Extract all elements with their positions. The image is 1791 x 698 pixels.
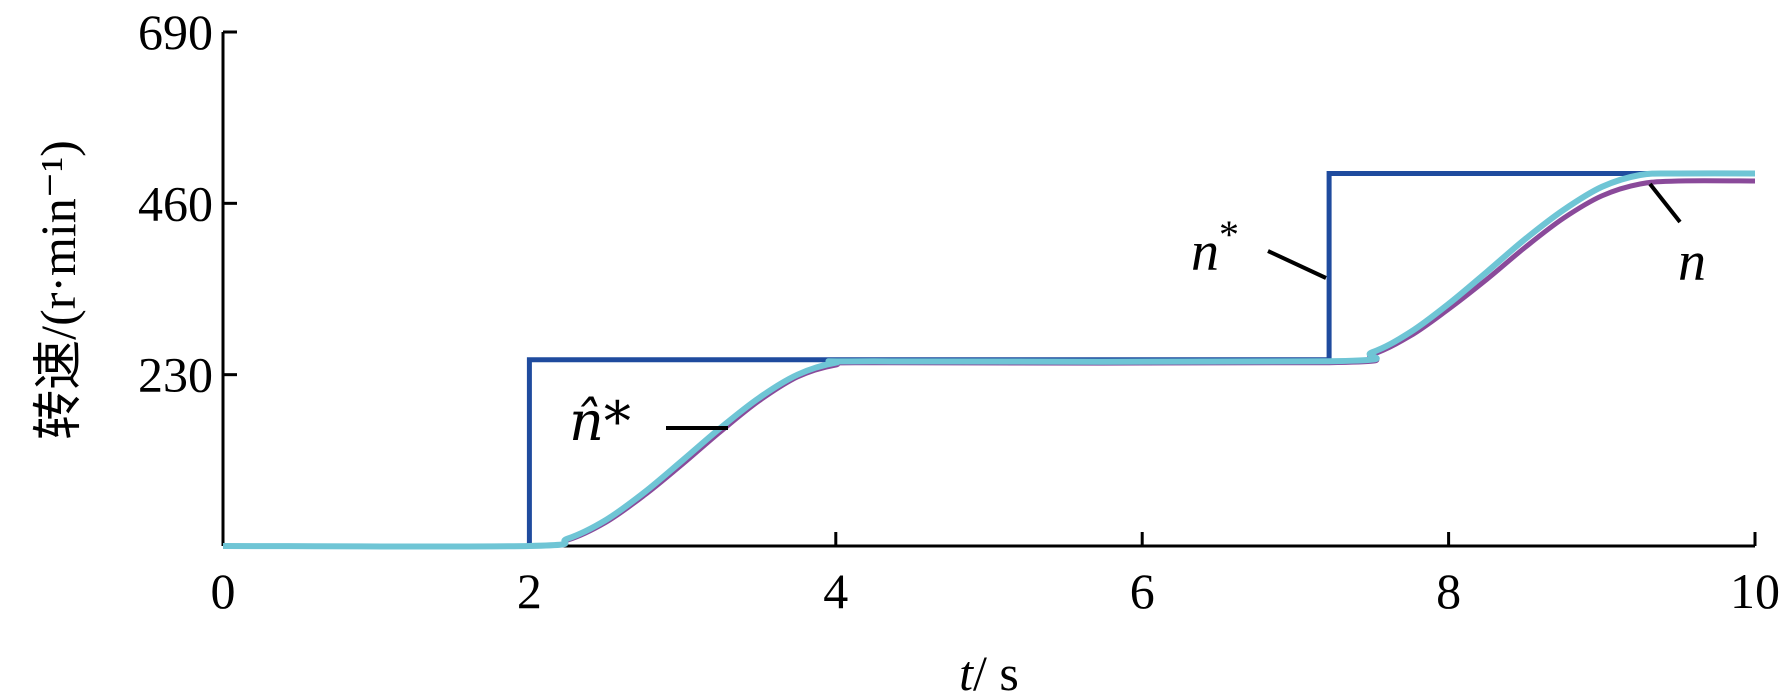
x-axis-label: t/ s <box>959 645 1019 698</box>
y-axis-label: 转速/(r·min⁻¹) <box>30 140 86 440</box>
annotation-n: n <box>1678 231 1706 293</box>
x-tick-label: 8 <box>1436 563 1461 619</box>
annotation-sup: * <box>1219 212 1239 257</box>
annotation-leader-line <box>1648 182 1682 224</box>
x-axis-label-unit: / s <box>973 645 1019 698</box>
annotation-base: n <box>1191 221 1219 283</box>
annotation-n-hat-star: n̂* <box>569 390 631 453</box>
annotation-n-star: n* <box>1191 212 1239 283</box>
x-tick-label: 2 <box>517 563 542 619</box>
x-axis-label-var: t <box>959 645 974 698</box>
y-tick-label: 690 <box>138 4 213 60</box>
x-tick-label: 0 <box>211 563 236 619</box>
y-tick-label: 460 <box>138 175 213 231</box>
series-n-hat-star-line <box>222 170 1756 550</box>
series-group <box>222 170 1756 550</box>
axes: 0 2 4 6 8 10 230 460 690 <box>138 4 1780 619</box>
x-tick-label: 10 <box>1730 563 1780 619</box>
x-tick-label: 4 <box>823 563 848 619</box>
annotations: n* n <box>666 182 1706 430</box>
y-tick-label: 230 <box>138 347 213 403</box>
annotation-leader-line <box>1267 249 1327 280</box>
annotation-base: n <box>1678 231 1706 293</box>
x-tick-label: 6 <box>1130 563 1155 619</box>
